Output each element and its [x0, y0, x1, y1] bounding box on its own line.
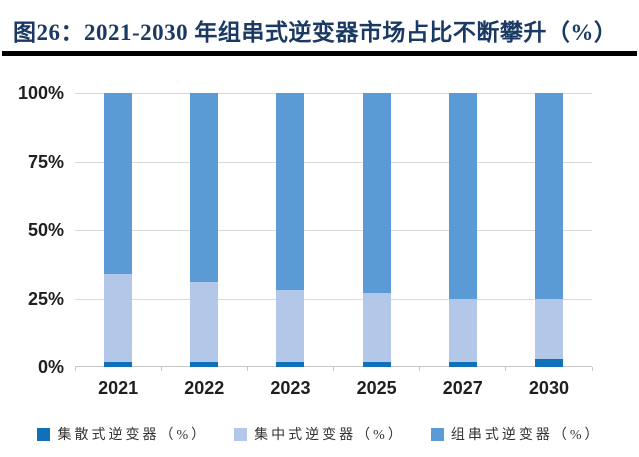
legend-swatch-icon: [37, 427, 51, 441]
bar-2023: [276, 93, 305, 367]
bar-segment: [190, 282, 219, 362]
bar-slot-2021: [75, 93, 161, 367]
bar-segment: [276, 361, 305, 367]
bar-segment: [190, 361, 219, 367]
x-axis-tick: [246, 367, 248, 371]
y-tick-label: 100%: [17, 83, 64, 103]
legend-item: 组串式逆变器（%）: [430, 424, 602, 444]
gridline-0%: [75, 366, 592, 367]
legend-item: 集中式逆变器（%）: [234, 424, 405, 444]
x-axis-tick: [505, 367, 507, 371]
bar-2027: [448, 93, 477, 367]
bar-segment: [534, 93, 563, 299]
y-axis-labels: 0% 25% 50% 75% 100%: [0, 84, 64, 376]
bar-slot-2022: [161, 93, 247, 367]
bar-segment: [276, 93, 305, 291]
bar-2025: [362, 93, 391, 367]
bar-segment: [362, 361, 391, 367]
gridline-75%: [75, 161, 592, 163]
bar-slot-2023: [247, 93, 333, 367]
y-tick-label: 0%: [37, 357, 64, 377]
bar-slot-2030: [506, 93, 592, 367]
bar-segment: [190, 93, 219, 283]
bar-segment: [104, 361, 133, 367]
bar-segment: [276, 290, 305, 362]
x-tick-label-2030: 2030: [528, 378, 569, 398]
x-axis-labels: 2021 2022 2023 2025 2027 2030: [75, 378, 592, 399]
x-tick-label-2027: 2027: [442, 378, 483, 398]
title-underline: [2, 51, 637, 56]
plot-area: [74, 93, 593, 371]
x-axis-tick: [591, 367, 593, 371]
legend: 集散式逆变器（%） 集中式逆变器（%） 组串式逆变器（%）: [0, 424, 639, 444]
bar-segment: [534, 298, 563, 359]
legend-label: 集中式逆变器（%）: [254, 428, 405, 443]
bar-segment: [448, 361, 477, 367]
x-axis-tick: [74, 367, 76, 371]
figure-title: 图26：2021-2030 年组串式逆变器市场占比不断攀升（%）: [13, 20, 618, 45]
legend-label: 组串式逆变器（%）: [450, 428, 602, 443]
y-tick-label: 50%: [27, 220, 64, 240]
bar-segment: [362, 93, 391, 294]
y-tick-label: 75%: [27, 151, 64, 172]
bar-segment: [362, 293, 391, 362]
x-axis-tick: [160, 367, 162, 371]
legend-swatch-icon: [430, 427, 444, 441]
x-tick-label-2023: 2023: [270, 378, 311, 398]
legend-label: 集散式逆变器（%）: [57, 428, 209, 443]
gridline-100%: [75, 93, 592, 94]
bar-2022: [190, 93, 219, 367]
legend-item: 集散式逆变器（%）: [37, 424, 208, 444]
bar-slot-2027: [420, 93, 506, 367]
x-tick-label-2021: 2021: [98, 378, 139, 398]
bar-slot-2025: [334, 93, 420, 367]
x-axis-tick: [333, 367, 334, 371]
bar-segment: [448, 298, 477, 362]
x-axis-tick: [419, 367, 421, 371]
legend-swatch-icon: [234, 427, 248, 441]
y-tick-label: 25%: [27, 288, 64, 309]
x-tick-label-2022: 2022: [184, 378, 225, 398]
x-tick-label-2025: 2025: [356, 378, 397, 398]
bar-2030: [534, 93, 563, 367]
bar-2021: [104, 93, 133, 367]
bar-segment: [534, 358, 563, 367]
gridline-25%: [75, 298, 592, 300]
bars: [75, 93, 592, 367]
bar-segment: [104, 273, 133, 362]
gridline-50%: [75, 230, 592, 231]
bar-segment: [448, 93, 477, 299]
bar-segment: [104, 93, 133, 274]
